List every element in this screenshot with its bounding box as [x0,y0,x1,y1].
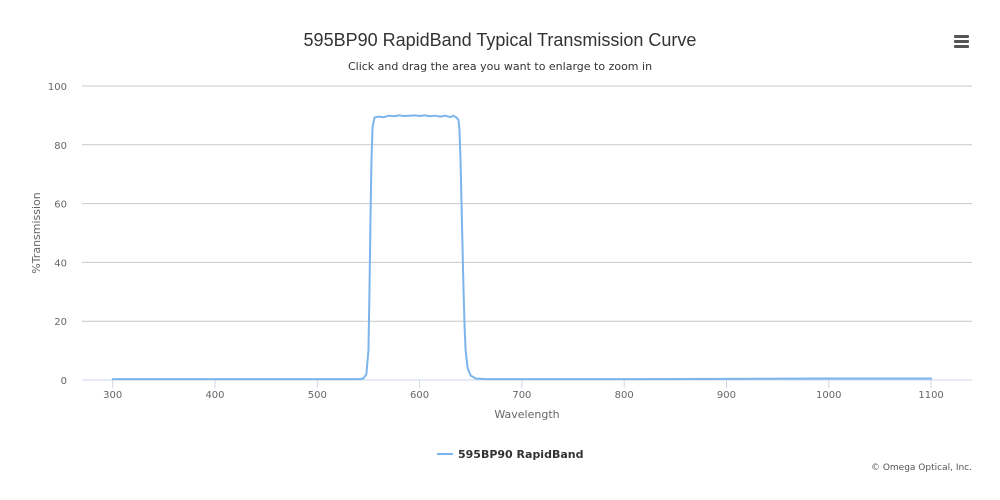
x-axis-ticks: 300 400 500 600 700 800 900 1000 1100 [103,380,944,401]
x-tick-label: 600 [410,390,429,401]
x-tick-label: 500 [308,390,327,401]
grid-lines [82,85,972,322]
y-tick-label: 80 [54,141,67,152]
y-axis-ticks: 0 20 40 60 80 100 [48,82,67,387]
legend[interactable]: 595BP90 RapidBand [437,448,583,461]
y-axis-label: %Transmission [30,192,43,274]
x-tick-label: 1100 [918,390,943,401]
x-tick-label: 800 [615,390,634,401]
x-tick-label: 900 [717,390,736,401]
y-tick-label: 100 [48,82,67,93]
y-tick-label: 20 [54,317,67,328]
y-tick-label: 40 [54,258,67,269]
x-tick-label: 400 [205,390,224,401]
x-tick-label: 300 [103,390,122,401]
x-tick-label: 1000 [816,390,841,401]
x-tick-label: 700 [512,390,531,401]
legend-item-label[interactable]: 595BP90 RapidBand [458,448,583,461]
y-tick-label: 60 [54,200,67,211]
credits[interactable]: © Omega Optical, Inc. [871,463,972,473]
hamburger-menu-icon[interactable] [950,30,974,52]
y-tick-label: 0 [61,376,67,387]
chart-subtitle: Click and drag the area you want to enla… [348,60,652,73]
chart-title: 595BP90 RapidBand Typical Transmission C… [304,30,697,50]
series-line-595bp90[interactable] [111,114,933,381]
x-axis-label: Wavelength [494,408,559,421]
